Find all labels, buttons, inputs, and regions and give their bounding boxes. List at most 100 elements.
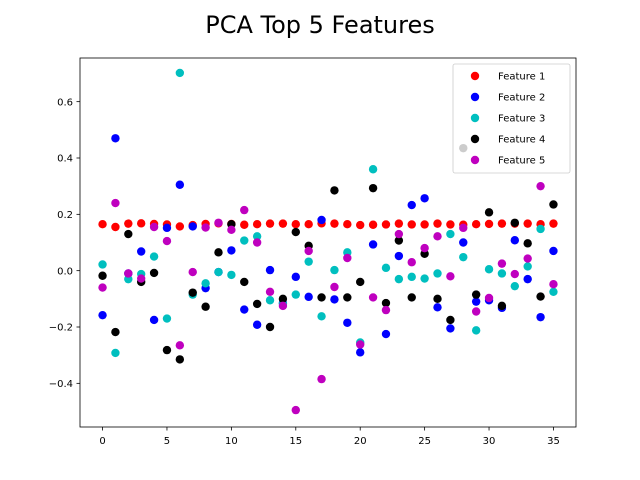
data-point (549, 287, 558, 296)
legend-marker (470, 92, 480, 102)
data-point (446, 324, 455, 333)
x-tick-label: 35 (547, 436, 560, 447)
axes: 0 5 10 15 20 25 30 35 −0.4 −0.2 0.0 0.2 0.4 0.6 (49, 57, 577, 447)
data-point (149, 268, 159, 278)
data-point (124, 269, 133, 278)
data-point (471, 290, 481, 299)
data-point (510, 281, 520, 291)
data-point (304, 292, 313, 302)
legend-marker (470, 71, 480, 81)
data-point (484, 208, 494, 217)
data-point (136, 247, 146, 256)
data-point (484, 265, 494, 274)
data-point (291, 405, 300, 415)
data-point (536, 224, 545, 234)
data-point (549, 246, 558, 256)
data-point (343, 253, 352, 263)
data-point (201, 279, 210, 288)
y-tick-label: −0.2 (49, 323, 73, 334)
data-point (240, 277, 249, 287)
data-point (536, 181, 545, 191)
data-point (252, 320, 262, 329)
data-point (136, 274, 146, 283)
data-point (304, 246, 313, 256)
data-point (510, 218, 520, 227)
data-point (420, 243, 429, 253)
data-point (136, 219, 146, 228)
data-point (446, 315, 455, 325)
data-point (330, 282, 339, 292)
data-point (536, 292, 545, 301)
data-point (356, 220, 365, 230)
data-point (175, 222, 185, 231)
data-point (240, 205, 249, 215)
legend-label: Feature 1 (498, 72, 545, 83)
data-point (124, 229, 133, 239)
data-point (162, 345, 172, 355)
data-point (394, 236, 404, 245)
data-point (381, 263, 391, 273)
data-point (291, 227, 300, 237)
data-point (523, 262, 532, 271)
x-tick-label: 10 (225, 436, 238, 447)
x-tick-label: 5 (164, 436, 170, 447)
data-point (368, 165, 378, 174)
data-point (291, 219, 300, 229)
data-point (446, 220, 455, 229)
data-points (98, 68, 558, 415)
data-point (381, 305, 391, 315)
data-point (304, 257, 313, 266)
data-point (433, 294, 442, 304)
data-point (162, 236, 172, 246)
data-point (149, 315, 159, 325)
data-point (356, 340, 365, 349)
data-point (330, 219, 339, 228)
data-point (252, 232, 262, 241)
data-point (175, 341, 185, 350)
data-point (265, 296, 275, 305)
data-point (111, 348, 120, 358)
y-tick-label: −0.4 (49, 379, 73, 390)
data-point (394, 251, 404, 261)
data-point (381, 298, 391, 308)
data-point (549, 279, 558, 289)
data-point (278, 294, 288, 304)
data-point (510, 236, 520, 245)
data-point (252, 238, 262, 247)
data-point (175, 180, 185, 189)
data-point (433, 269, 442, 278)
data-point (278, 219, 288, 228)
data-point (497, 301, 507, 311)
data-point (471, 297, 481, 306)
data-point (433, 303, 442, 312)
data-point (433, 232, 442, 241)
data-point (368, 240, 378, 249)
data-point (471, 326, 481, 335)
data-point (214, 267, 223, 277)
data-point (549, 200, 558, 209)
data-point (175, 68, 185, 78)
data-point (394, 229, 404, 239)
data-point (381, 329, 391, 339)
data-point (98, 310, 107, 320)
axes-frame (79, 57, 577, 428)
data-point (394, 219, 404, 228)
data-point (240, 236, 249, 245)
data-point (227, 225, 236, 235)
data-point (227, 270, 236, 280)
data-point (510, 269, 520, 279)
data-point (523, 239, 532, 248)
data-point (317, 293, 326, 302)
y-tick-label: 0.2 (57, 210, 73, 221)
data-point (471, 219, 481, 229)
legend-marker (470, 134, 480, 144)
data-point (381, 220, 391, 229)
data-point (330, 265, 339, 275)
data-point (446, 272, 455, 281)
data-point (343, 318, 352, 327)
data-point (459, 252, 468, 262)
x-tick-label: 20 (354, 436, 367, 447)
data-point (484, 219, 494, 229)
data-point (240, 220, 249, 229)
